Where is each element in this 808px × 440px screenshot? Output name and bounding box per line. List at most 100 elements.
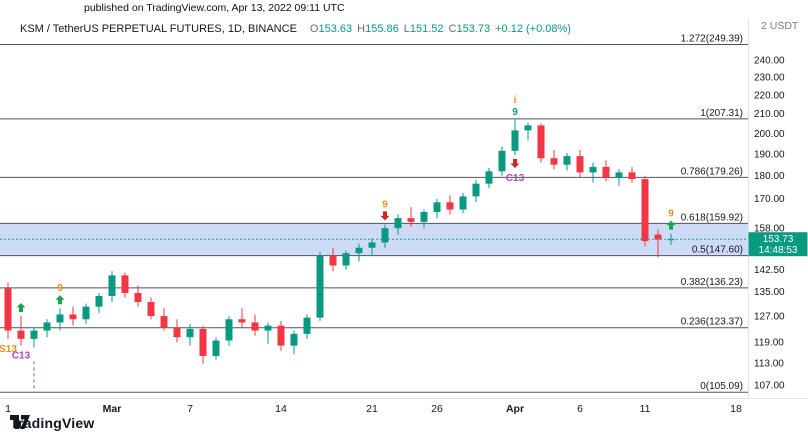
candle-body	[355, 247, 363, 254]
candle	[446, 195, 454, 215]
candle-body	[43, 322, 51, 331]
candle-body	[576, 156, 584, 173]
fib-level-label: 0.5(147.60)	[692, 245, 743, 256]
candle	[589, 162, 597, 183]
candle	[667, 233, 675, 246]
signal-label: 9	[512, 107, 518, 118]
brand-name: TradingView	[10, 415, 95, 431]
candle	[355, 243, 363, 262]
candle	[472, 180, 480, 203]
candle-body	[485, 171, 493, 184]
symbol-legend: KSM / TetherUS PERPETUAL FUTURES, 1D, BI…	[20, 23, 571, 35]
plot-area[interactable]: 1.272(249.39) 1(207.31) 0.786(179.26) 0.618…	[0, 34, 748, 393]
time-axis[interactable]: 1 Mar 7 14 21 26 Apr 6 11 18	[0, 398, 808, 416]
price-scale-unit-label: 2 USDT	[761, 20, 799, 32]
candle-body	[30, 330, 38, 339]
ohlc-high-value: 155.86	[365, 23, 399, 35]
bar-countdown-timer: 14:48:53	[759, 245, 798, 256]
signal-label: 9	[668, 209, 674, 220]
publish-watermark: published on TradingView.com, Apr 13, 20…	[84, 2, 345, 14]
candle-body	[4, 288, 12, 331]
candle-body	[420, 211, 428, 222]
candle-body	[407, 218, 415, 222]
candle-body	[238, 319, 246, 323]
candle	[498, 146, 506, 176]
down-arrow-marker	[380, 211, 390, 221]
candle	[43, 319, 51, 338]
candle-body	[212, 340, 220, 356]
candle	[485, 167, 493, 189]
candle	[264, 322, 272, 344]
candle	[628, 166, 636, 183]
ohlc-open-key: O	[309, 23, 319, 35]
price-axis-tick: 127.00	[754, 312, 785, 323]
candle	[95, 292, 103, 313]
candle	[511, 118, 519, 156]
ohlc-low-value: 151.52	[409, 23, 444, 35]
candle-body	[524, 125, 532, 131]
candle	[108, 271, 116, 303]
signal-label: 9	[57, 283, 63, 294]
tradingview-brand-link[interactable]: TradingView	[10, 415, 94, 431]
candle	[186, 324, 194, 346]
signal-label: C13	[12, 351, 31, 362]
fib-level-label: 1.272(249.39)	[681, 34, 743, 45]
up-arrow-marker	[666, 220, 676, 230]
candle-body	[537, 125, 545, 159]
candle	[563, 152, 571, 171]
candle-body	[160, 316, 168, 328]
candle	[290, 330, 298, 355]
candle-body	[290, 333, 298, 346]
time-axis-label: Mar	[103, 403, 122, 415]
candle	[303, 314, 311, 339]
down-arrow-marker	[510, 159, 520, 169]
candle-body	[134, 292, 142, 303]
up-arrow-marker	[55, 295, 65, 305]
candle-body	[329, 255, 337, 266]
fib-level-label: 0.618(159.92)	[681, 212, 743, 223]
price-axis-tick: 180.00	[754, 171, 785, 182]
candle-body	[199, 328, 207, 356]
candle-body	[173, 327, 181, 338]
candle	[329, 247, 337, 272]
candle	[56, 308, 64, 331]
candle-body	[394, 218, 402, 229]
candle	[537, 123, 545, 163]
time-axis-label: 14	[275, 403, 287, 415]
price-axis-tick: 200.00	[754, 129, 785, 140]
candle-body	[264, 325, 272, 331]
candle	[199, 325, 207, 364]
candle-body	[108, 275, 116, 296]
signal-label: i	[514, 95, 517, 106]
candle	[316, 251, 324, 321]
candle-body	[459, 196, 467, 210]
price-axis-tick: 158.00	[754, 224, 785, 235]
time-axis-label: Apr	[506, 403, 524, 415]
candle	[576, 149, 584, 177]
time-axis-label: 1	[5, 403, 11, 415]
time-axis-label: 21	[366, 403, 378, 415]
candle-body	[251, 322, 259, 331]
candle-body	[17, 330, 25, 339]
tradingview-logo-icon	[10, 415, 30, 429]
symbol-title[interactable]: KSM / TetherUS PERPETUAL FUTURES, 1D, BI…	[20, 23, 297, 35]
candle-body	[641, 179, 649, 242]
candle-body	[433, 202, 441, 212]
ohlc-close-key: C	[448, 23, 457, 35]
price-axis-tick: 240.00	[754, 56, 785, 67]
time-axis-label: 11	[640, 403, 651, 415]
candle	[420, 209, 428, 229]
candle-body	[82, 306, 90, 320]
fib-level-label: 0(105.09)	[700, 381, 743, 392]
candle	[368, 238, 376, 256]
price-axis-tick: 230.00	[754, 73, 785, 84]
candle	[641, 175, 649, 247]
candle	[225, 316, 233, 346]
candle-body	[667, 239, 675, 241]
price-axis[interactable]: 240.00 230.00 220.00 210.00 200.00 190.00 180.…	[748, 18, 808, 398]
price-axis-tick: 190.00	[754, 149, 785, 160]
candle	[277, 320, 285, 351]
last-price-badge-bg	[748, 232, 808, 257]
